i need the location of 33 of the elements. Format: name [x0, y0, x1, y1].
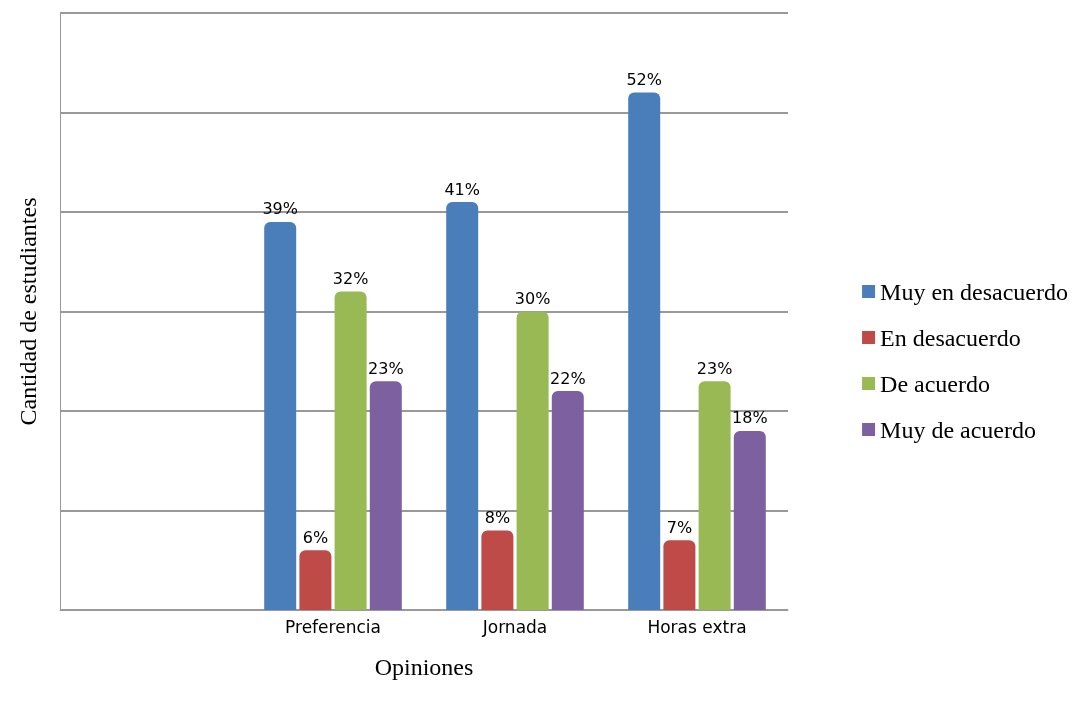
legend-label: Muy en desacuerdo [880, 278, 1068, 305]
data-label: 22% [550, 368, 586, 388]
data-label: 8% [484, 507, 511, 527]
y-axis-title: Cantidad de estudiantes [15, 197, 41, 426]
data-label: 6% [302, 527, 329, 547]
bar [628, 92, 661, 610]
data-label: 30% [514, 289, 551, 308]
bar [369, 381, 402, 610]
data-label: 39% [262, 199, 298, 219]
x-tick-label: Preferencia [285, 616, 381, 637]
bar [264, 221, 297, 610]
legend-label: De acuerdo [880, 370, 990, 397]
bar [481, 530, 514, 610]
x-tick-label: Jornada [481, 616, 548, 637]
x-axis-title: Opiniones [374, 654, 474, 680]
bar [299, 550, 332, 610]
data-label: 52% [626, 70, 662, 90]
bar [733, 430, 766, 610]
bar [698, 381, 731, 610]
data-label: 32% [332, 269, 369, 289]
bar [446, 202, 479, 610]
bar [551, 391, 584, 610]
bar [663, 540, 696, 610]
data-label: 23% [368, 358, 404, 378]
data-label: 41% [444, 179, 480, 199]
bar [516, 311, 549, 610]
legend-label: Muy de acuerdo [880, 416, 1037, 443]
data-label: 7% [666, 517, 693, 537]
bar [334, 291, 367, 610]
data-label: 18% [732, 408, 768, 428]
x-tick-label: Horas extra [647, 616, 747, 637]
legend-label: En desacuerdo [880, 324, 1021, 351]
data-label: 23% [696, 358, 733, 378]
